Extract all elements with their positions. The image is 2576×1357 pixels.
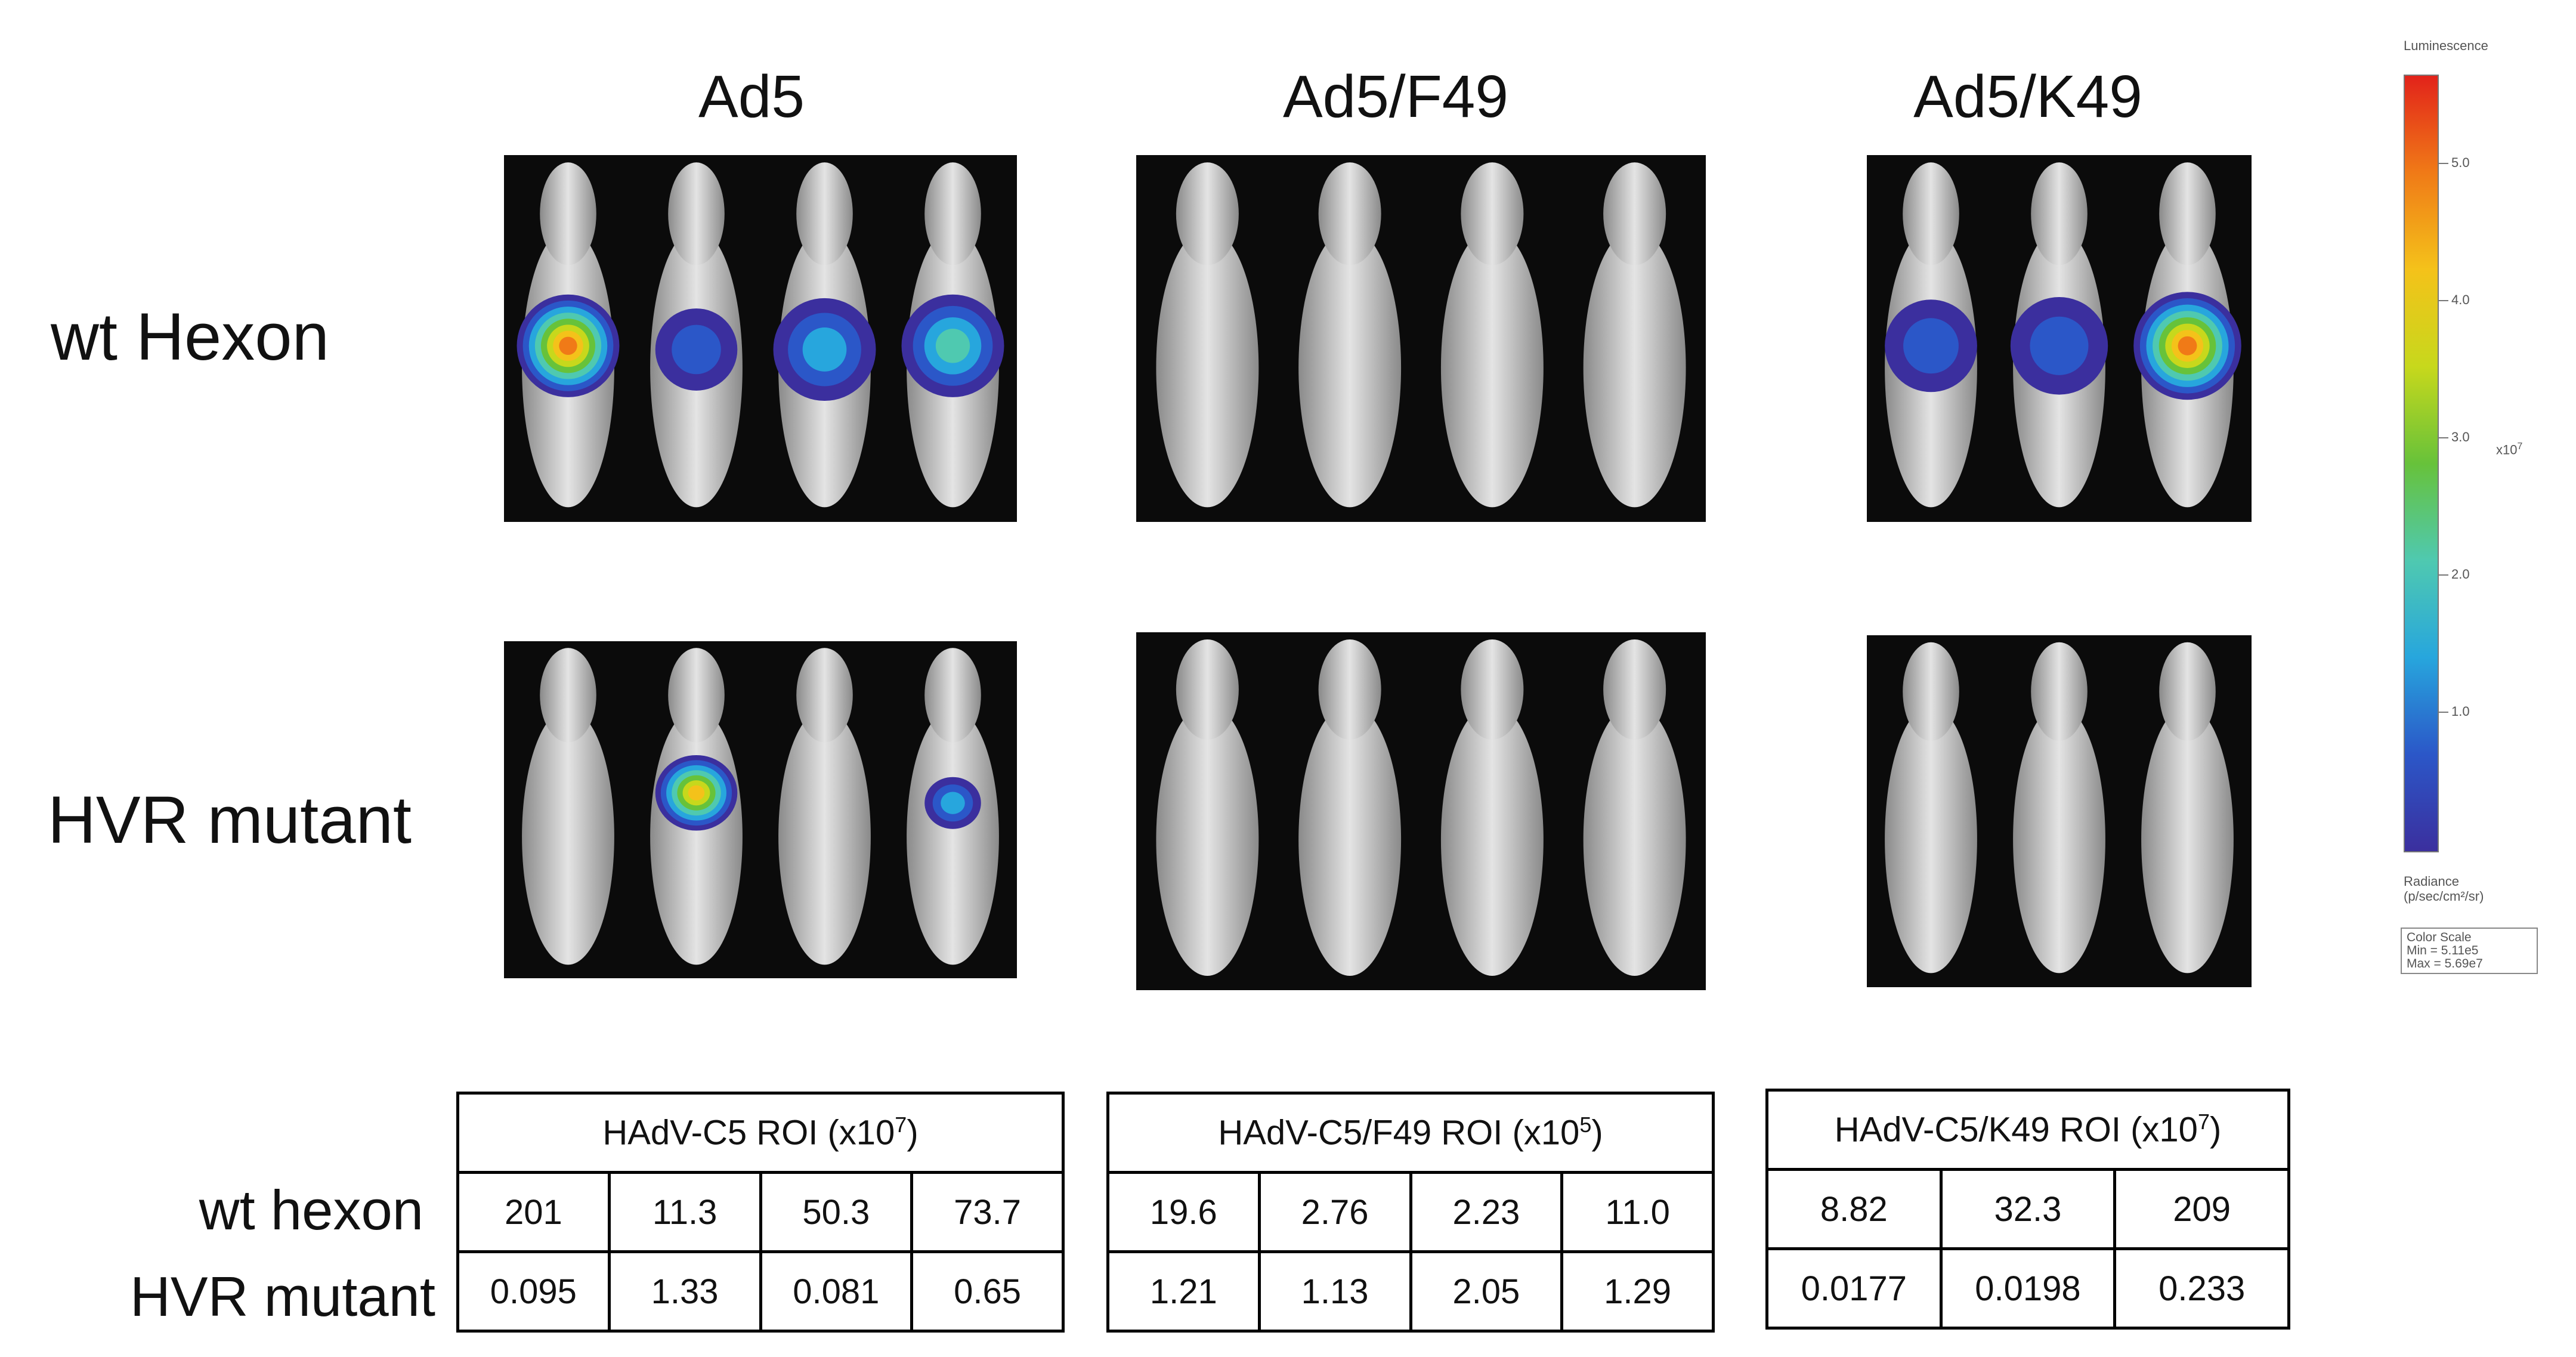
row-label-wt-hexon: wt Hexon (51, 299, 329, 374)
mouse-panel-graphic (1867, 635, 2252, 987)
roi-cell: 1.21 (1106, 1250, 1261, 1333)
luminescence-signal (901, 294, 1004, 397)
roi-header-tail: ) (907, 1113, 919, 1152)
roi-cell: 2.05 (1409, 1250, 1564, 1333)
column-title-ad5: Ad5 (698, 63, 805, 130)
luminescence-signal (517, 294, 620, 397)
roi-cell: 11.0 (1560, 1171, 1715, 1253)
roi-header-text: HAdV-C5/K49 ROI (x10 (1834, 1110, 2198, 1149)
radiance-units: (p/sec/cm²/sr) (2404, 889, 2484, 904)
roi-cell: 0.081 (759, 1250, 914, 1333)
mouse-silhouette (2013, 642, 2105, 973)
roi-table-header: HAdV-C5/K49 ROI (x107) (1765, 1089, 2290, 1171)
roi-cell: 1.13 (1257, 1250, 1412, 1333)
table-row-label-hvr-mutant: HVR mutant (130, 1265, 435, 1328)
roi-cell: 0.0177 (1765, 1247, 1943, 1330)
color-scale-min: Min = 5.11e5 (2407, 944, 2479, 957)
colorbar-multiplier-exp: 7 (2517, 441, 2523, 452)
mouse-silhouette (1583, 639, 1686, 976)
roi-header-text: HAdV-C5 ROI (x10 (602, 1113, 895, 1152)
mouse-silhouette (1298, 162, 1402, 508)
colorbar-ticks (2438, 75, 2473, 850)
colorbar-tick-label: 3.0 (2451, 429, 2470, 444)
roi-cell: 2.23 (1409, 1171, 1564, 1253)
roi-cell: 73.7 (910, 1171, 1065, 1253)
mouse-silhouette (1583, 162, 1686, 508)
mouse-silhouette (2141, 642, 2234, 973)
roi-header-tail: ) (1591, 1113, 1603, 1152)
table-row-label-wt-hexon: wt hexon (199, 1179, 423, 1241)
mouse-panel-graphic (1136, 155, 1706, 522)
luminescence-signal (924, 777, 981, 829)
mouse-silhouette (778, 648, 871, 965)
colorbar-tick-label: 5.0 (2451, 155, 2470, 170)
panel-ad5-k49-hvr-mutant (1867, 635, 2252, 987)
roi-header-text: HAdV-C5/F49 ROI (x10 (1218, 1113, 1580, 1152)
row-label-hvr-mutant: HVR mutant (48, 783, 412, 857)
roi-table-hadv-c5-k49: HAdV-C5/K49 ROI (x107) 8.82 32.3 209 0.0… (1765, 1089, 2290, 1330)
roi-cell: 0.65 (910, 1250, 1065, 1333)
luminescence-signal (773, 298, 876, 401)
roi-cell: 201 (456, 1171, 611, 1253)
luminescence-signal (655, 755, 738, 831)
roi-header-exp: 7 (2197, 1109, 2210, 1135)
colorbar-multiplier-base: x10 (2496, 442, 2518, 458)
mouse-silhouette (1440, 639, 1544, 976)
mouse-silhouette (907, 648, 999, 965)
panel-ad5-f49-hvr-mutant (1136, 632, 1706, 990)
colorbar-title: Luminescence (2404, 38, 2488, 53)
roi-cell: 0.0198 (1939, 1247, 2117, 1330)
panel-ad5-k49-wt-hexon (1867, 155, 2252, 522)
mouse-panel-graphic (504, 641, 1017, 978)
mouse-silhouette (1156, 162, 1259, 508)
roi-header-exp: 5 (1579, 1112, 1592, 1137)
mouse-panel-graphic (1867, 155, 2252, 522)
roi-cell: 209 (2113, 1168, 2290, 1250)
colorbar-tick-label: 1.0 (2451, 704, 2470, 719)
mouse-panel-graphic (504, 155, 1017, 522)
colorbar-tick-label: 4.0 (2451, 292, 2470, 307)
radiance-label: Radiance (2404, 874, 2459, 889)
roi-cell: 50.3 (759, 1171, 914, 1253)
roi-cell: 0.095 (456, 1250, 611, 1333)
roi-cell: 8.82 (1765, 1168, 1943, 1250)
roi-cell: 1.29 (1560, 1250, 1715, 1333)
roi-cell: 11.3 (607, 1171, 762, 1253)
roi-table-header: HAdV-C5/F49 ROI (x105) (1106, 1092, 1715, 1174)
luminescence-signal (1885, 299, 1977, 392)
roi-table-hadv-c5-f49: HAdV-C5/F49 ROI (x105) 19.6 2.76 2.23 11… (1106, 1092, 1715, 1333)
mouse-silhouette (1156, 639, 1259, 976)
color-scale-box: Color Scale Min = 5.11e5 Max = 5.69e7 (2401, 928, 2538, 974)
color-scale-label: Color Scale (2407, 931, 2472, 944)
roi-cell: 19.6 (1106, 1171, 1261, 1253)
colorbar-tick-label: 2.0 (2451, 567, 2470, 582)
luminescence-signal (2133, 292, 2241, 400)
color-scale-max: Max = 5.69e7 (2407, 957, 2483, 970)
roi-header-tail: ) (2209, 1110, 2222, 1149)
mouse-silhouette (1885, 642, 1977, 973)
roi-cell: 0.233 (2113, 1247, 2290, 1330)
mouse-silhouette (522, 648, 614, 965)
mouse-silhouette (1440, 162, 1544, 508)
roi-table-header: HAdV-C5 ROI (x107) (456, 1092, 1065, 1174)
luminescence-signal (2010, 297, 2108, 395)
roi-table-hadv-c5: HAdV-C5 ROI (x107) 201 11.3 50.3 73.7 0.… (456, 1092, 1065, 1333)
panel-ad5-f49-wt-hexon (1136, 155, 1706, 522)
luminescence-signal (655, 308, 738, 391)
colorbar-gradient (2404, 75, 2439, 852)
roi-cell: 1.33 (607, 1250, 762, 1333)
panel-ad5-wt-hexon (504, 155, 1017, 522)
column-title-ad5-f49: Ad5/F49 (1282, 63, 1509, 130)
mouse-panel-graphic (1136, 632, 1706, 990)
column-title-ad5-k49: Ad5/K49 (1913, 63, 2142, 130)
colorbar-multiplier: x107 (2496, 441, 2522, 458)
roi-cell: 32.3 (1939, 1168, 2117, 1250)
roi-header-exp: 7 (895, 1112, 907, 1137)
panel-ad5-hvr-mutant (504, 641, 1017, 978)
mouse-silhouette (1298, 639, 1402, 976)
roi-cell: 2.76 (1257, 1171, 1412, 1253)
